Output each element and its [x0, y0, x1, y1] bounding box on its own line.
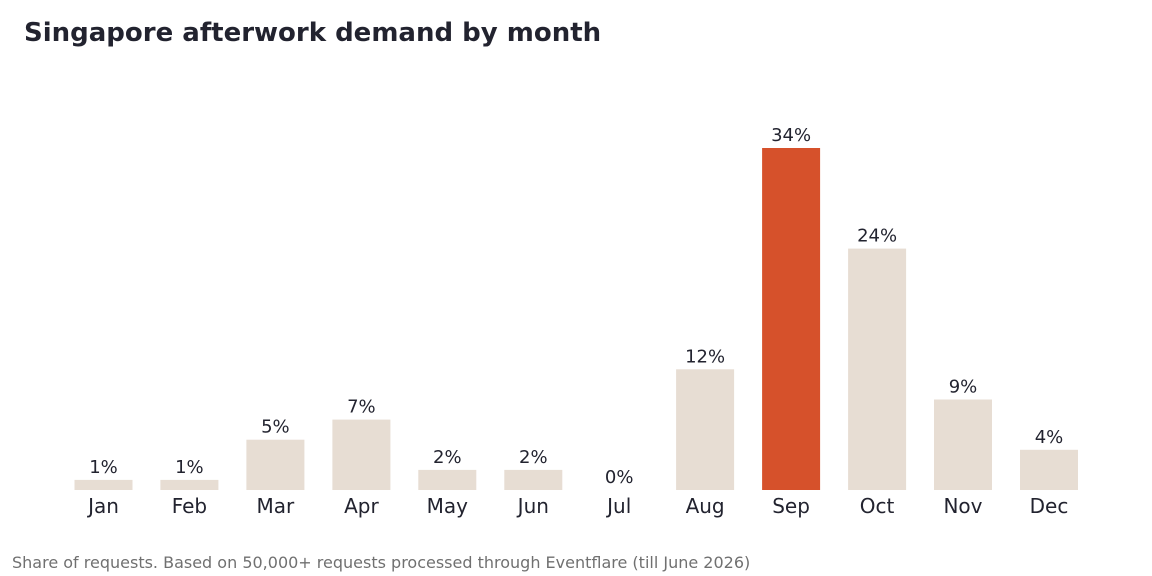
value-label-oct: 24% [857, 226, 897, 247]
value-label-feb: 1% [175, 457, 204, 478]
value-label-jun: 2% [519, 447, 548, 468]
x-tick-jan: Jan [86, 494, 119, 518]
bar-nov [934, 399, 992, 490]
value-label-aug: 12% [685, 346, 725, 367]
value-label-nov: 9% [949, 377, 978, 398]
bar-jun [504, 469, 563, 490]
bar-aug [676, 369, 735, 490]
value-label-may: 2% [433, 447, 462, 468]
x-tick-may: May [427, 494, 469, 518]
x-tick-dec: Dec [1030, 494, 1069, 518]
bar-feb [160, 479, 219, 490]
x-tick-aug: Aug [686, 494, 725, 518]
x-tick-jun: Jun [516, 494, 549, 518]
x-tick-jul: Jul [605, 494, 631, 518]
bar-may [418, 469, 477, 490]
value-label-dec: 4% [1035, 427, 1064, 448]
value-label-apr: 7% [347, 397, 376, 418]
x-tick-feb: Feb [172, 494, 207, 518]
chart-title: Singapore afterwork demand by month [24, 18, 602, 48]
x-tick-oct: Oct [860, 494, 895, 518]
bar-apr [332, 419, 391, 490]
value-label-sep: 34% [771, 125, 811, 146]
chart-footnote: Share of requests. Based on 50,000+ requ… [12, 553, 751, 572]
x-tick-sep: Sep [772, 494, 810, 518]
value-label-mar: 5% [261, 417, 290, 438]
value-label-jan: 1% [89, 457, 118, 478]
bar-sep [762, 148, 821, 490]
value-label-jul: 0% [605, 467, 634, 488]
bar-oct [848, 248, 907, 490]
bar-jan [74, 479, 133, 490]
bar-dec [1020, 449, 1078, 490]
x-tick-nov: Nov [943, 494, 982, 518]
x-tick-apr: Apr [344, 494, 379, 518]
x-tick-mar: Mar [257, 494, 296, 518]
bar-mar [246, 439, 305, 490]
